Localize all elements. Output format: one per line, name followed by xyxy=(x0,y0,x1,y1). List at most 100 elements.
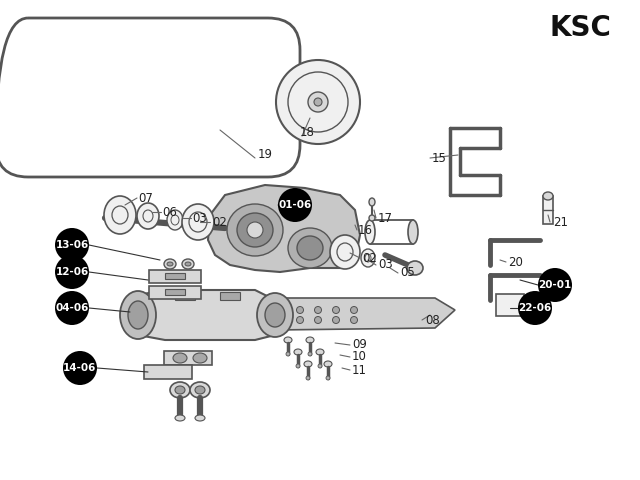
Ellipse shape xyxy=(175,386,185,394)
Ellipse shape xyxy=(175,415,185,421)
Ellipse shape xyxy=(369,215,375,221)
Ellipse shape xyxy=(128,301,148,329)
Circle shape xyxy=(55,291,89,325)
Ellipse shape xyxy=(167,262,173,266)
Ellipse shape xyxy=(296,364,300,368)
Ellipse shape xyxy=(324,361,332,367)
Text: 21: 21 xyxy=(553,216,568,228)
Ellipse shape xyxy=(182,204,214,240)
Text: 02: 02 xyxy=(212,216,227,228)
Ellipse shape xyxy=(318,364,322,368)
Polygon shape xyxy=(138,290,275,340)
Ellipse shape xyxy=(170,382,190,398)
Text: 10: 10 xyxy=(352,350,367,363)
Ellipse shape xyxy=(227,204,283,256)
Text: 13-06: 13-06 xyxy=(56,240,88,250)
Text: 06: 06 xyxy=(162,205,177,218)
Text: 08: 08 xyxy=(425,313,440,326)
Ellipse shape xyxy=(185,262,191,266)
Text: 01-06: 01-06 xyxy=(278,200,312,210)
Bar xyxy=(220,292,240,300)
Circle shape xyxy=(351,307,358,313)
Circle shape xyxy=(276,60,360,144)
Bar xyxy=(149,269,201,283)
Ellipse shape xyxy=(288,228,332,268)
Ellipse shape xyxy=(120,291,156,339)
Bar xyxy=(164,351,212,365)
Circle shape xyxy=(296,307,303,313)
Circle shape xyxy=(518,291,552,325)
Text: 19: 19 xyxy=(258,148,273,161)
Polygon shape xyxy=(270,298,455,330)
Text: 17: 17 xyxy=(378,212,393,225)
Ellipse shape xyxy=(265,303,285,327)
Bar xyxy=(165,289,185,295)
Text: 12-06: 12-06 xyxy=(56,267,88,277)
Ellipse shape xyxy=(306,376,310,380)
Ellipse shape xyxy=(104,196,136,234)
Circle shape xyxy=(333,307,339,313)
Ellipse shape xyxy=(193,353,207,363)
Ellipse shape xyxy=(326,376,330,380)
Ellipse shape xyxy=(306,337,314,343)
Text: 18: 18 xyxy=(300,127,315,140)
Text: KSC: KSC xyxy=(549,14,611,42)
Bar xyxy=(496,294,524,316)
Text: 11: 11 xyxy=(352,363,367,376)
Text: 16: 16 xyxy=(358,224,373,237)
Ellipse shape xyxy=(284,337,292,343)
Circle shape xyxy=(63,351,97,385)
Ellipse shape xyxy=(407,261,423,275)
Circle shape xyxy=(314,316,321,324)
Circle shape xyxy=(538,268,572,302)
Text: 05: 05 xyxy=(400,266,415,279)
Circle shape xyxy=(55,255,89,289)
Text: 22-06: 22-06 xyxy=(518,303,552,313)
Bar xyxy=(165,273,185,279)
Text: 20-01: 20-01 xyxy=(538,280,572,290)
Ellipse shape xyxy=(190,382,210,398)
Ellipse shape xyxy=(167,210,183,230)
Ellipse shape xyxy=(294,349,302,355)
Polygon shape xyxy=(208,185,360,272)
Ellipse shape xyxy=(286,352,290,356)
Bar xyxy=(144,365,192,379)
Ellipse shape xyxy=(137,203,159,229)
Ellipse shape xyxy=(257,293,293,337)
Ellipse shape xyxy=(408,220,418,244)
Ellipse shape xyxy=(164,259,176,269)
Circle shape xyxy=(333,316,339,324)
Circle shape xyxy=(351,316,358,324)
Ellipse shape xyxy=(195,386,205,394)
Ellipse shape xyxy=(543,192,553,200)
Ellipse shape xyxy=(247,222,263,238)
Text: 14-06: 14-06 xyxy=(63,363,97,373)
Circle shape xyxy=(278,188,312,222)
Circle shape xyxy=(308,92,328,112)
Ellipse shape xyxy=(365,220,375,244)
Bar xyxy=(149,286,201,299)
Text: 09: 09 xyxy=(352,338,367,351)
Ellipse shape xyxy=(297,236,323,260)
Ellipse shape xyxy=(361,249,375,267)
Ellipse shape xyxy=(330,235,360,269)
Text: 03: 03 xyxy=(192,212,207,225)
Bar xyxy=(543,196,553,224)
Circle shape xyxy=(296,316,303,324)
Bar xyxy=(175,292,195,300)
Text: 15: 15 xyxy=(432,152,447,165)
Text: 02: 02 xyxy=(362,252,377,264)
Ellipse shape xyxy=(237,213,273,247)
Ellipse shape xyxy=(308,352,312,356)
Ellipse shape xyxy=(369,198,375,206)
Ellipse shape xyxy=(304,361,312,367)
Circle shape xyxy=(314,98,322,106)
Text: 03: 03 xyxy=(378,259,393,272)
Text: 07: 07 xyxy=(138,192,153,204)
Ellipse shape xyxy=(316,349,324,355)
Text: 20: 20 xyxy=(508,255,523,268)
Ellipse shape xyxy=(173,353,187,363)
Ellipse shape xyxy=(195,415,205,421)
Text: 04-06: 04-06 xyxy=(55,303,89,313)
Circle shape xyxy=(314,307,321,313)
